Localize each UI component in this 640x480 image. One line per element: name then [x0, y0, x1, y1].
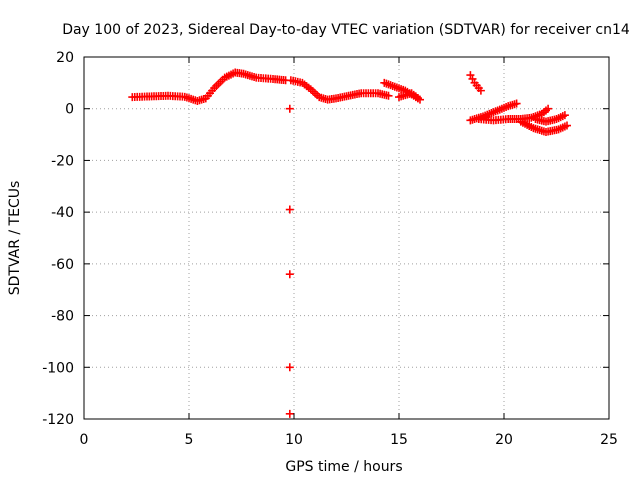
- x-tick-label: 0: [80, 432, 89, 448]
- data-point-marker: [285, 205, 294, 214]
- data-point-marker: [512, 99, 521, 108]
- y-tick-label: -120: [42, 412, 74, 428]
- data-point-marker: [384, 91, 393, 100]
- x-axis-label: GPS time / hours: [285, 459, 402, 475]
- x-tick-label: 20: [495, 432, 513, 448]
- chart-title: Day 100 of 2023, Sidereal Day-to-day VTE…: [62, 22, 630, 38]
- x-tick-label: 5: [185, 432, 194, 448]
- y-tick-label: -40: [51, 205, 74, 221]
- data-point-marker: [285, 270, 294, 279]
- plot-frame: [83, 56, 610, 420]
- y-tick-label: -60: [51, 257, 74, 273]
- y-tick-label: -100: [42, 360, 74, 376]
- x-tick-label: 15: [390, 432, 408, 448]
- x-tick-label: 10: [285, 432, 303, 448]
- data-point-marker: [544, 104, 553, 113]
- y-tick-label: -20: [51, 153, 74, 169]
- data-series: [128, 68, 571, 418]
- y-tick-label: 0: [65, 102, 74, 118]
- axis-ticks: 0 5 10 15 20 25 20 0 -20 -40 -60 -80 -100 -120: [42, 50, 618, 448]
- data-point-marker: [285, 363, 294, 372]
- data-point-marker: [476, 86, 485, 95]
- data-point-marker: [285, 409, 294, 418]
- grid-lines: [84, 57, 609, 419]
- data-point-marker: [395, 93, 403, 102]
- y-axis-label: SDTVAR / TECUs: [7, 181, 23, 296]
- x-tick-label: 25: [600, 432, 618, 448]
- data-point-marker: [560, 111, 569, 120]
- y-tick-label: -80: [51, 309, 74, 325]
- data-point-marker: [563, 121, 571, 130]
- y-tick-label: 20: [56, 50, 74, 66]
- data-point-marker: [285, 104, 294, 113]
